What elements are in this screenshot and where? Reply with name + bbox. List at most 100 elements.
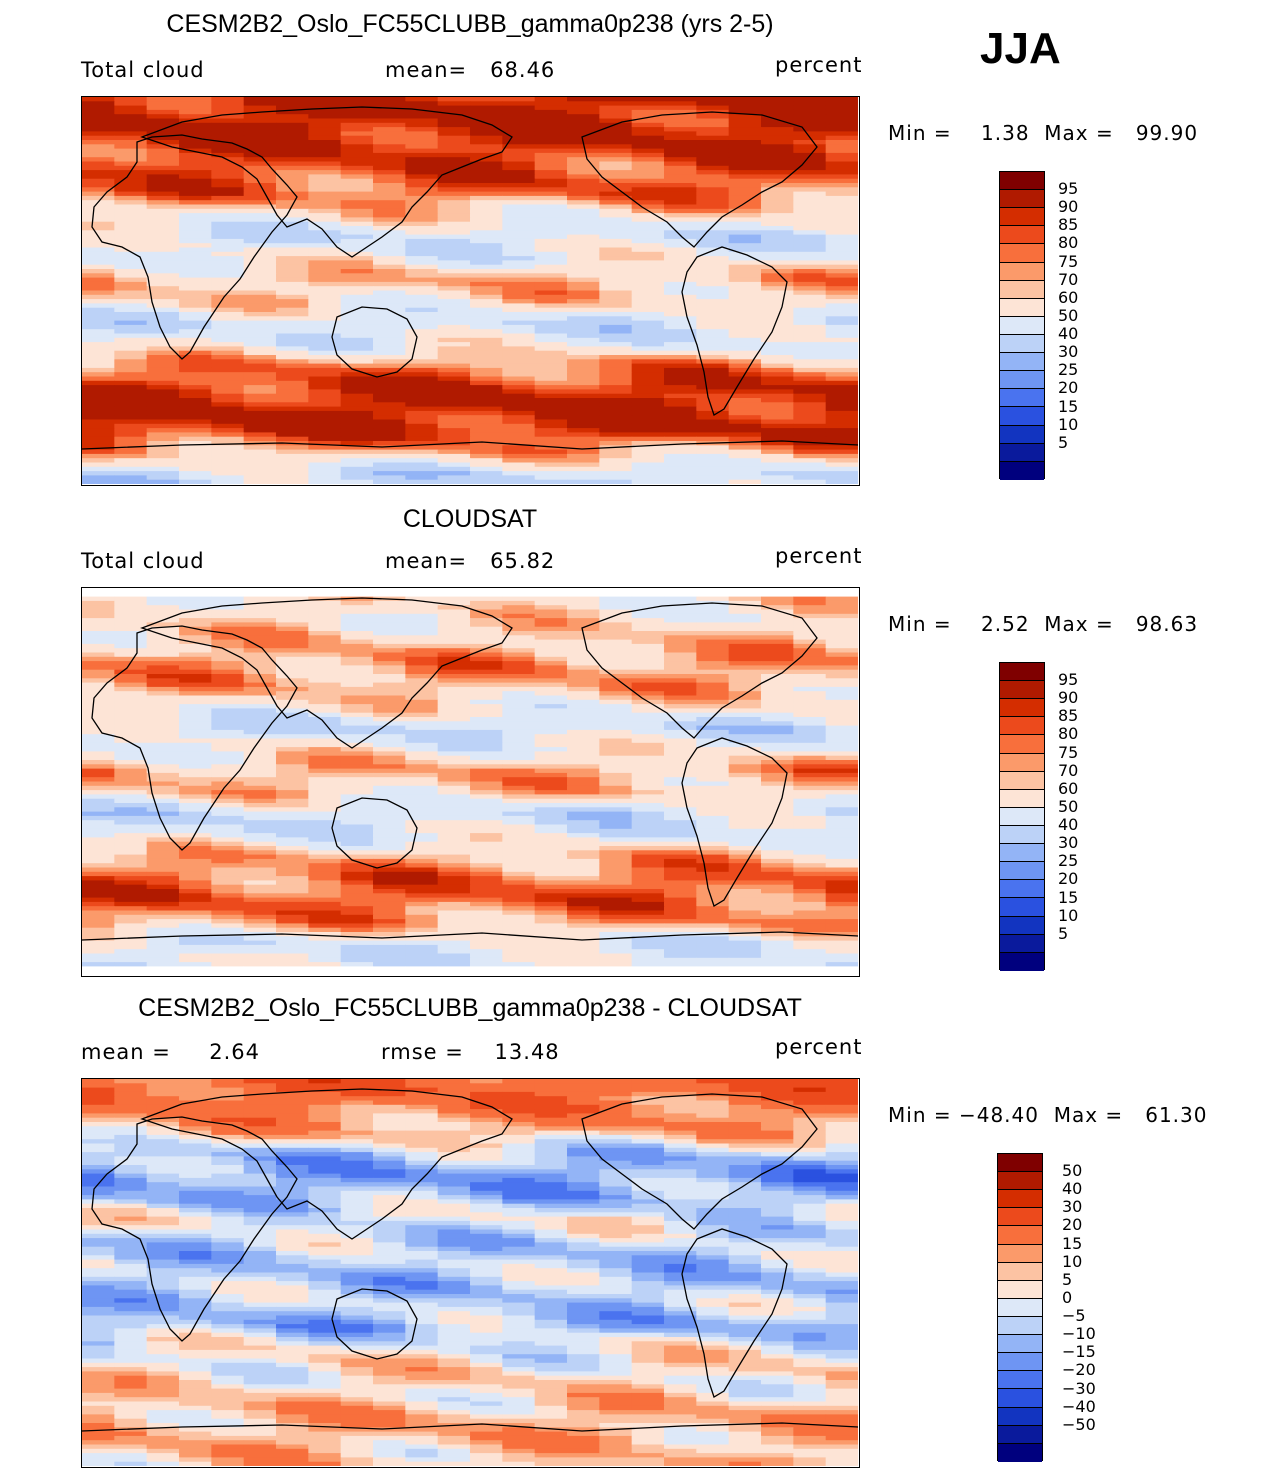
contour-cell xyxy=(146,678,180,684)
contour-cell xyxy=(793,747,827,752)
contour-cell xyxy=(243,234,277,240)
contour-cell xyxy=(728,643,762,649)
contour-cell xyxy=(728,346,762,352)
contour-cell xyxy=(82,256,115,261)
contour-cell xyxy=(82,1139,115,1144)
contour-cell xyxy=(211,721,245,727)
contour-cell xyxy=(82,105,115,111)
contour-cell xyxy=(276,367,309,373)
contour-cell xyxy=(276,144,309,150)
contour-cell xyxy=(146,441,180,446)
contour-cell xyxy=(114,588,148,593)
contour-cell xyxy=(243,419,277,425)
contour-cell xyxy=(82,406,115,412)
contour-cell xyxy=(599,738,633,744)
contour-cell xyxy=(793,170,827,175)
contour-cell xyxy=(599,923,633,929)
contour-cell xyxy=(728,238,762,244)
contour-cell xyxy=(308,183,342,188)
contour-cell xyxy=(470,600,503,606)
contour-cell xyxy=(437,471,471,476)
contour-cell xyxy=(276,213,309,218)
contour-cell xyxy=(534,148,568,154)
contour-cell xyxy=(437,144,471,150)
colorbar-swatch xyxy=(1000,681,1044,700)
contour-cell xyxy=(340,932,374,937)
contour-cell xyxy=(599,854,633,860)
contour-cell xyxy=(696,923,730,929)
contour-cell xyxy=(211,264,245,270)
contour-cell xyxy=(405,622,439,628)
contour-cell xyxy=(437,385,471,390)
colorbar-tick-label: 75 xyxy=(1058,251,1079,271)
contour-cell xyxy=(728,970,762,975)
contour-cell xyxy=(308,704,342,709)
contour-cell xyxy=(599,871,633,877)
contour-cell xyxy=(243,157,277,162)
contour-cell xyxy=(502,777,536,782)
contour-cell xyxy=(664,691,697,696)
contour-cell xyxy=(825,286,858,291)
contour-cell xyxy=(437,161,471,167)
contour-cell xyxy=(825,441,858,446)
contour-cell xyxy=(211,329,245,334)
contour-cell xyxy=(276,936,309,942)
contour-cell xyxy=(405,1143,439,1149)
contour-cell xyxy=(567,652,600,658)
contour-cell xyxy=(534,966,568,972)
contour-cell xyxy=(437,1100,471,1106)
contour-cell xyxy=(696,1122,730,1127)
contour-cell xyxy=(631,828,665,834)
contour-cell xyxy=(567,402,600,408)
contour-cell xyxy=(567,1156,600,1162)
contour-cell xyxy=(373,174,406,180)
contour-cell xyxy=(373,333,406,339)
contour-cell xyxy=(728,303,762,309)
contour-cell xyxy=(114,708,148,714)
panel2-mean-label: mean= 65.82 xyxy=(385,549,556,573)
contour-cell xyxy=(211,415,245,420)
contour-cell xyxy=(534,213,568,218)
contour-cell xyxy=(437,837,471,843)
contour-cell xyxy=(728,858,762,864)
contour-cell xyxy=(793,867,827,873)
contour-cell xyxy=(179,747,212,752)
contour-cell xyxy=(793,1165,827,1170)
contour-cell xyxy=(405,1147,439,1153)
contour-cell xyxy=(276,794,309,800)
contour-cell xyxy=(502,1083,536,1089)
contour-cell xyxy=(761,751,794,757)
contour-cell xyxy=(825,609,858,615)
contour-cell xyxy=(728,410,762,416)
contour-cell xyxy=(179,449,212,455)
contour-cell xyxy=(793,1109,827,1114)
contour-cell xyxy=(276,751,309,757)
contour-cell xyxy=(340,833,374,838)
contour-cell xyxy=(761,1160,794,1166)
contour-cell xyxy=(82,471,115,476)
contour-cell xyxy=(114,957,148,963)
contour-cell xyxy=(761,1104,794,1110)
coastline xyxy=(140,106,513,258)
contour-cell xyxy=(728,243,762,248)
contour-cell xyxy=(146,131,180,137)
contour-cell xyxy=(308,131,342,137)
contour-cell xyxy=(82,269,115,274)
contour-cell xyxy=(243,97,277,102)
contour-cell xyxy=(534,613,568,619)
contour-cell xyxy=(276,820,309,825)
contour-cell xyxy=(146,376,180,382)
contour-cell xyxy=(696,897,730,903)
contour-cell xyxy=(405,157,439,162)
contour-cell xyxy=(373,760,406,765)
contour-cell xyxy=(340,213,374,218)
contour-cell xyxy=(340,815,374,821)
contour-cell xyxy=(631,441,665,446)
contour-cell xyxy=(373,97,406,102)
contour-cell xyxy=(308,1104,342,1110)
contour-cell xyxy=(405,790,439,795)
contour-cell xyxy=(373,152,406,158)
contour-cell xyxy=(243,790,277,795)
contour-cell xyxy=(696,256,730,261)
contour-cell xyxy=(146,380,180,386)
